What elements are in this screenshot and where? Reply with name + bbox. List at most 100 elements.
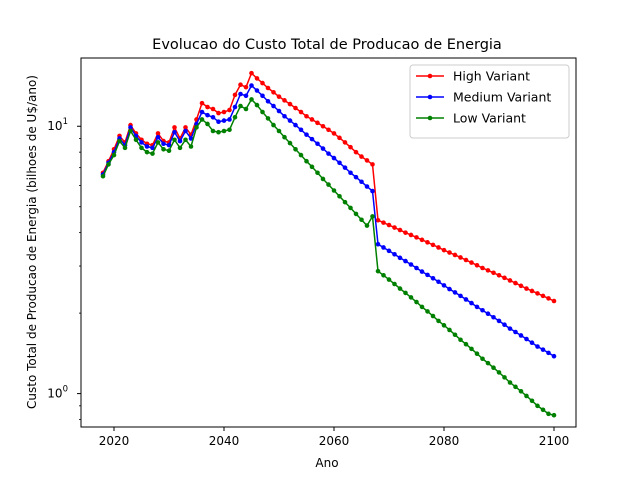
data-point [188,136,194,141]
data-point [243,84,249,90]
data-point [342,199,348,205]
data-point [199,117,205,122]
data-point [183,128,188,134]
data-point [441,247,447,253]
data-point [452,290,458,295]
data-point [496,370,502,375]
data-point [271,122,276,128]
data-point [386,248,392,254]
data-point [480,307,485,313]
data-point [502,322,507,328]
axes: 2020 2040 2060 2080 2100 100 101 [47,57,577,448]
data-point [331,188,337,193]
data-point [342,165,348,170]
data-point [172,137,177,143]
data-point [232,115,238,120]
data-point [133,137,139,143]
data-point [408,262,414,267]
legend: High Variant Medium Variant Low Variant [409,64,570,139]
data-point [221,109,227,115]
data-point [210,128,216,134]
data-point [150,145,155,151]
data-point [518,389,524,394]
data-point [425,309,430,314]
data-point [375,268,381,274]
data-point [353,211,359,217]
data-point [370,214,375,219]
data-point [155,131,161,136]
data-point [546,411,551,417]
data-point [238,103,243,109]
data-point [205,112,210,118]
data-point [260,109,265,115]
data-point [287,101,293,107]
data-point [276,108,282,114]
data-point [326,182,331,187]
data-point [210,115,216,120]
data-point [337,160,342,166]
data-point [265,85,271,91]
data-point [249,97,254,102]
data-point [287,118,293,123]
data-point [463,341,469,347]
data-point [397,255,403,261]
data-point [144,144,150,149]
data-point [386,277,392,282]
data-point [518,333,524,338]
data-point [480,356,485,362]
data-point [348,170,353,176]
data-point [304,132,309,137]
legend-marker [427,115,433,121]
x-tick-label: 2040 [209,434,240,448]
data-point [177,145,183,151]
data-point [216,110,221,116]
data-point [524,393,529,399]
data-point [320,123,326,129]
data-point [403,258,408,264]
data-point [254,102,260,108]
data-point [139,145,144,151]
data-point [485,268,491,273]
data-point [304,158,309,164]
data-point [370,188,375,194]
data-point [254,88,260,93]
data-point [265,98,271,104]
data-point [155,134,161,140]
data-point [221,118,227,123]
data-point [298,127,304,133]
data-point [507,326,513,331]
data-point [331,131,337,136]
data-point [337,135,342,141]
data-point [309,164,315,170]
legend-item-high-variant: High Variant [416,69,530,84]
data-point [271,89,276,95]
legend-item-medium-variant: Medium Variant [416,90,551,105]
data-point [359,217,364,223]
data-point [452,252,458,258]
data-point [260,80,265,86]
data-point [216,119,221,124]
data-point [271,103,276,109]
data-point [315,141,320,147]
data-point [436,245,441,250]
data-point [282,134,287,140]
data-point [370,162,375,167]
data-point [546,350,551,356]
x-axis-title: Ano [315,456,338,470]
data-point [513,329,518,335]
data-point [529,288,535,294]
y-axis-title: Custo Total de Producao de Energia (bilh… [25,75,39,409]
data-point [221,128,227,134]
data-point [282,113,287,119]
data-point [287,140,293,146]
data-point [496,318,502,324]
legend-label: Medium Variant [453,90,551,105]
data-point [320,176,326,182]
data-point [364,184,370,189]
data-point [551,298,557,304]
data-point [342,140,348,145]
data-point [419,237,425,243]
data-point [216,129,221,135]
data-point [117,138,122,144]
data-point [298,152,304,158]
